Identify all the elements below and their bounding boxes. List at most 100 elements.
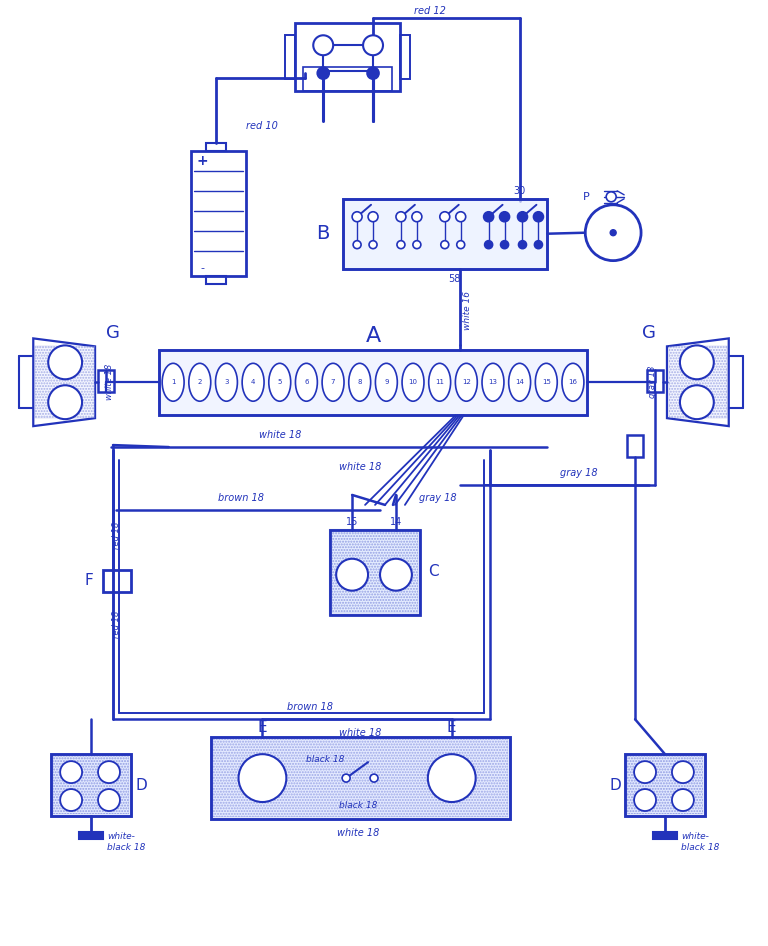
Text: 12: 12 bbox=[462, 379, 471, 385]
Circle shape bbox=[48, 385, 82, 419]
Bar bbox=[213, 739, 508, 817]
Circle shape bbox=[485, 240, 492, 249]
Text: 58: 58 bbox=[449, 273, 461, 284]
Bar bbox=[343, 199, 548, 269]
Bar bbox=[103, 569, 131, 591]
Text: 2: 2 bbox=[197, 379, 202, 385]
Circle shape bbox=[455, 212, 465, 221]
Text: white-
black 18: white- black 18 bbox=[107, 832, 145, 851]
Circle shape bbox=[60, 789, 82, 811]
Ellipse shape bbox=[535, 363, 558, 401]
Circle shape bbox=[680, 385, 713, 419]
Ellipse shape bbox=[376, 363, 397, 401]
Text: white 18: white 18 bbox=[337, 828, 379, 838]
Text: D: D bbox=[609, 778, 621, 793]
Text: gray 18: gray 18 bbox=[419, 493, 457, 503]
Circle shape bbox=[634, 789, 656, 811]
Text: 1: 1 bbox=[171, 379, 175, 385]
Bar bbox=[647, 370, 663, 393]
Circle shape bbox=[606, 192, 616, 201]
Bar bbox=[53, 756, 129, 814]
Bar bbox=[330, 530, 420, 615]
Text: 11: 11 bbox=[435, 379, 444, 385]
Circle shape bbox=[413, 240, 421, 249]
Text: B: B bbox=[316, 224, 330, 243]
Text: 14: 14 bbox=[390, 517, 402, 527]
Text: +: + bbox=[197, 154, 208, 168]
Circle shape bbox=[680, 345, 713, 379]
Bar bbox=[343, 199, 548, 269]
Circle shape bbox=[368, 212, 378, 221]
Circle shape bbox=[634, 762, 656, 783]
Ellipse shape bbox=[429, 363, 451, 401]
Circle shape bbox=[396, 212, 406, 221]
Bar bbox=[159, 350, 588, 415]
Circle shape bbox=[239, 754, 286, 802]
Text: D: D bbox=[135, 778, 147, 793]
Bar bbox=[333, 532, 418, 613]
Text: gray 18: gray 18 bbox=[561, 468, 598, 478]
Circle shape bbox=[518, 240, 527, 249]
Bar bbox=[206, 275, 226, 284]
Text: black 18: black 18 bbox=[306, 755, 344, 763]
Bar bbox=[79, 832, 103, 839]
Text: E: E bbox=[257, 720, 267, 735]
Circle shape bbox=[440, 212, 450, 221]
Ellipse shape bbox=[162, 363, 184, 401]
Text: 30: 30 bbox=[513, 185, 525, 196]
Circle shape bbox=[484, 212, 494, 221]
Bar bbox=[159, 350, 588, 415]
Bar bbox=[625, 754, 705, 816]
Ellipse shape bbox=[242, 363, 264, 401]
Bar bbox=[669, 346, 727, 418]
Bar bbox=[627, 435, 643, 457]
Circle shape bbox=[534, 212, 544, 221]
Text: 15: 15 bbox=[542, 379, 551, 385]
Bar bbox=[625, 754, 705, 816]
Text: brown 18: brown 18 bbox=[287, 702, 333, 712]
Bar bbox=[51, 754, 131, 816]
Text: brown 18: brown 18 bbox=[217, 493, 263, 503]
Circle shape bbox=[98, 789, 120, 811]
Circle shape bbox=[672, 789, 694, 811]
Circle shape bbox=[353, 240, 361, 249]
Bar bbox=[35, 346, 95, 418]
Text: red 10: red 10 bbox=[246, 121, 277, 131]
Circle shape bbox=[336, 559, 368, 590]
Text: 6: 6 bbox=[304, 379, 309, 385]
Text: white 18: white 18 bbox=[339, 728, 381, 738]
Text: white 16: white 16 bbox=[463, 291, 472, 330]
Bar bbox=[206, 143, 226, 151]
Bar bbox=[296, 24, 400, 91]
Text: white-
black 18: white- black 18 bbox=[681, 832, 720, 851]
Text: 8: 8 bbox=[357, 379, 362, 385]
Ellipse shape bbox=[349, 363, 371, 401]
Text: 4: 4 bbox=[251, 379, 255, 385]
Circle shape bbox=[367, 67, 379, 79]
Ellipse shape bbox=[269, 363, 291, 401]
Circle shape bbox=[397, 240, 405, 249]
Ellipse shape bbox=[482, 363, 504, 401]
Text: 15: 15 bbox=[346, 517, 359, 527]
Circle shape bbox=[501, 240, 508, 249]
Text: white 18: white 18 bbox=[259, 430, 302, 440]
Text: P: P bbox=[583, 192, 590, 201]
Text: 9: 9 bbox=[384, 379, 389, 385]
Text: white 18: white 18 bbox=[105, 364, 114, 400]
Circle shape bbox=[363, 35, 383, 55]
Circle shape bbox=[499, 212, 509, 221]
Ellipse shape bbox=[296, 363, 317, 401]
Text: red 18: red 18 bbox=[112, 521, 121, 549]
Ellipse shape bbox=[562, 363, 584, 401]
Ellipse shape bbox=[455, 363, 477, 401]
Circle shape bbox=[60, 762, 82, 783]
Circle shape bbox=[48, 345, 82, 379]
Circle shape bbox=[313, 35, 333, 55]
Circle shape bbox=[672, 762, 694, 783]
Text: A: A bbox=[366, 326, 381, 346]
Circle shape bbox=[441, 240, 449, 249]
Circle shape bbox=[98, 762, 120, 783]
Text: 3: 3 bbox=[224, 379, 229, 385]
Circle shape bbox=[370, 774, 378, 782]
Bar bbox=[210, 737, 509, 819]
